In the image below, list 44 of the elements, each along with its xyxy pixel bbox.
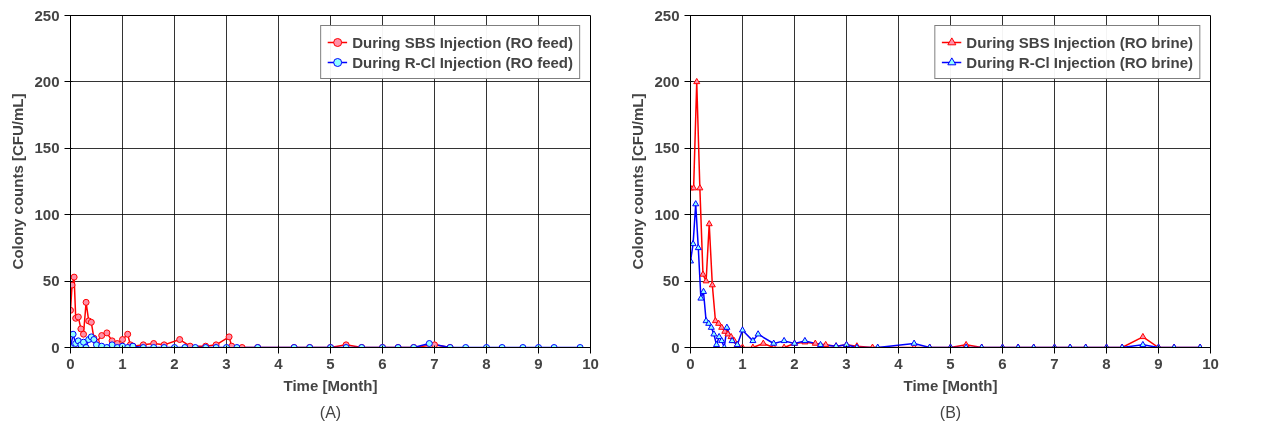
x-tick-label: 10 bbox=[1202, 354, 1219, 372]
y-tick-label: 50 bbox=[42, 272, 60, 290]
x-tick-label: 1 bbox=[738, 354, 747, 372]
y-axis-title: Colony counts [CFU/mL] bbox=[629, 93, 647, 270]
y-tick-label: 250 bbox=[34, 6, 60, 24]
y-tick-label: 100 bbox=[34, 205, 60, 223]
legend-label: During R-Cl Injection (RO brine) bbox=[966, 53, 1193, 71]
x-tick-label: 5 bbox=[326, 354, 335, 372]
y-tick-label: 200 bbox=[34, 72, 60, 90]
x-tick-label: 0 bbox=[66, 354, 75, 372]
y-tick-label: 0 bbox=[671, 338, 680, 356]
y-tick-label: 100 bbox=[654, 205, 680, 223]
legend-label: During SBS Injection (RO feed) bbox=[352, 33, 573, 51]
y-tick-label: 150 bbox=[654, 139, 680, 157]
x-tick-label: 5 bbox=[946, 354, 955, 372]
y-tick-label: 150 bbox=[34, 139, 60, 157]
text: (B) bbox=[939, 403, 962, 421]
x-tick-label: 2 bbox=[790, 354, 799, 372]
legend-label: During R-Cl Injection (RO feed) bbox=[352, 53, 573, 71]
x-axis-title: Time [Month] bbox=[283, 376, 378, 394]
x-tick-label: 1 bbox=[118, 354, 127, 372]
x-tick-label: 4 bbox=[274, 354, 284, 372]
y-tick-label: 0 bbox=[51, 338, 60, 356]
x-tick-label: 6 bbox=[378, 354, 387, 372]
x-tick-label: 6 bbox=[998, 354, 1007, 372]
y-tick-label: 200 bbox=[654, 72, 680, 90]
x-tick-label: 9 bbox=[534, 354, 543, 372]
x-tick-label: 3 bbox=[222, 354, 231, 372]
x-tick-label: 8 bbox=[1102, 354, 1111, 372]
x-tick-label: 9 bbox=[1154, 354, 1163, 372]
x-tick-label: 0 bbox=[686, 354, 695, 372]
y-axis-title: Colony counts [CFU/mL] bbox=[9, 93, 27, 270]
text: (A) bbox=[319, 403, 342, 421]
x-tick-label: 10 bbox=[582, 354, 599, 372]
x-tick-label: 7 bbox=[430, 354, 439, 372]
x-tick-label: 7 bbox=[1050, 354, 1059, 372]
x-tick-label: 3 bbox=[842, 354, 851, 372]
x-tick-label: 8 bbox=[482, 354, 491, 372]
x-axis-title: Time [Month] bbox=[903, 376, 998, 394]
x-tick-label: 4 bbox=[894, 354, 904, 372]
y-tick-label: 250 bbox=[654, 6, 680, 24]
legend-label: During SBS Injection (RO brine) bbox=[966, 33, 1193, 51]
y-tick-label: 50 bbox=[662, 272, 680, 290]
x-tick-label: 2 bbox=[170, 354, 179, 372]
